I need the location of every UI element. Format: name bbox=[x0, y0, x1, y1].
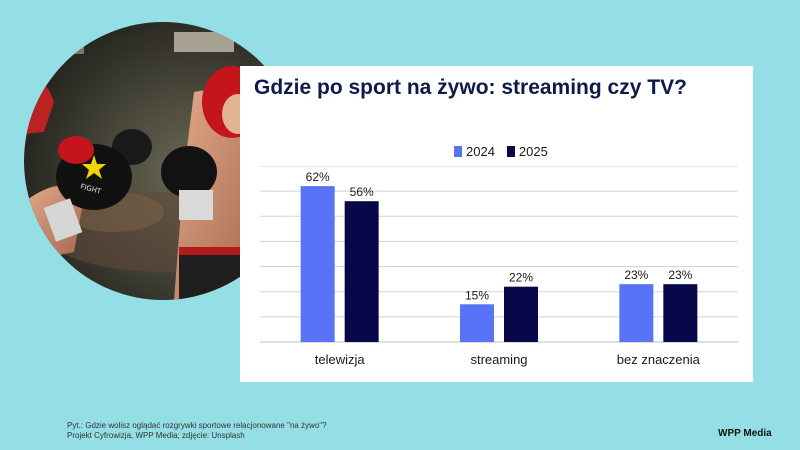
data-label-2024-2: 23% bbox=[624, 268, 648, 282]
legend-swatch-2024 bbox=[454, 146, 462, 157]
bar-2024-1 bbox=[460, 304, 494, 342]
legend-label-2025: 2025 bbox=[518, 144, 548, 159]
category-label-2: bez znaczenia bbox=[617, 352, 701, 367]
bar-2025-1 bbox=[504, 286, 538, 342]
legend-item-2025: 2025 bbox=[506, 144, 548, 159]
data-label-2024-0: 62% bbox=[306, 170, 330, 184]
data-label-2024-1: 15% bbox=[465, 288, 489, 302]
category-label-0: telewizja bbox=[315, 352, 366, 367]
bar-2024-2 bbox=[619, 284, 654, 342]
bar-2025-2 bbox=[663, 284, 698, 342]
footnote-question: Pyt.: Gdzie wolisz oglądać rozgrywki spo… bbox=[67, 421, 327, 430]
bar-2024-0 bbox=[300, 186, 335, 342]
category-label-1: streaming bbox=[470, 352, 527, 367]
footnote-source: Projekt Cyfrowizja, WPP Media; zdjęcie: … bbox=[67, 431, 245, 440]
chart-legend: 2024 2025 bbox=[454, 144, 548, 159]
footnote: Pyt.: Gdzie wolisz oglądać rozgrywki spo… bbox=[67, 421, 327, 441]
chart-card: Gdzie po sport na żywo: streaming czy TV… bbox=[240, 66, 753, 382]
data-label-2025-1: 22% bbox=[509, 271, 533, 285]
legend-label-2024: 2024 bbox=[466, 144, 495, 159]
bar-chart-plot: 62% 56% telewizja 15% 22% streaming 23% 23% bez … bbox=[260, 166, 738, 367]
chart-title: Gdzie po sport na żywo: streaming czy TV… bbox=[254, 76, 687, 99]
legend-item-2024: 2024 bbox=[454, 144, 495, 159]
brand-logo-text: WPP Media bbox=[718, 428, 772, 439]
data-label-2025-2: 23% bbox=[668, 268, 692, 282]
data-label-2025-0: 56% bbox=[350, 185, 374, 199]
legend-swatch-2025 bbox=[506, 146, 515, 157]
bar-2025-0 bbox=[344, 201, 379, 342]
